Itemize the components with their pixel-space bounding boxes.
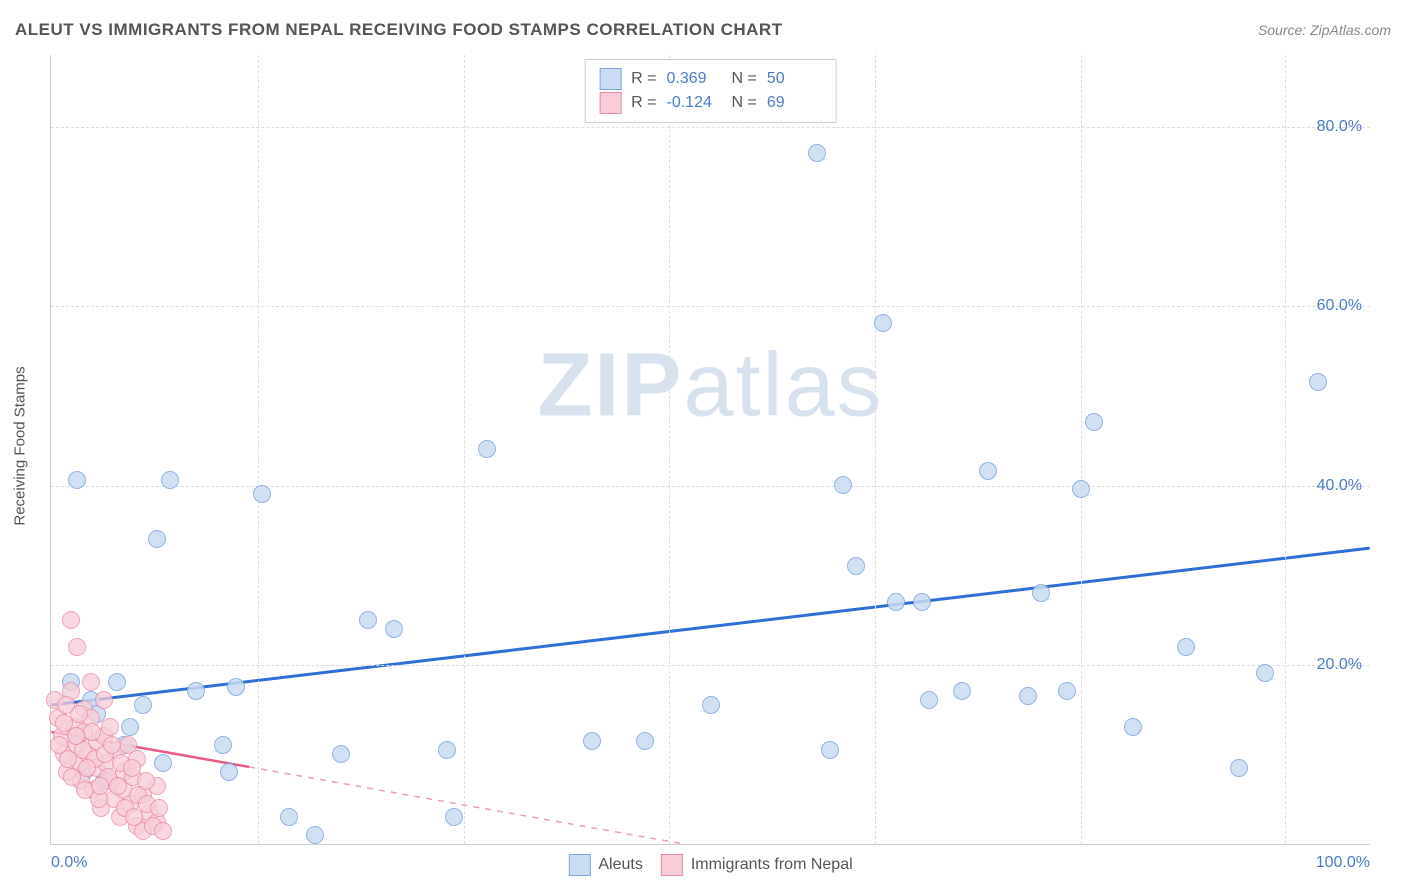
data-point [874,314,892,332]
gridline-v [669,55,670,844]
gridline-h [51,306,1370,307]
y-tick-label: 20.0% [1317,656,1362,674]
data-point [227,678,245,696]
data-point [1124,718,1142,736]
legend-item-nepal: Immigrants from Nepal [661,854,853,876]
y-axis-label: Receiving Food Stamps [12,366,29,525]
x-tick-label: 0.0% [51,854,87,872]
series-legend: Aleuts Immigrants from Nepal [568,854,852,876]
data-point [95,691,113,709]
data-point [103,736,121,754]
gridline-v [1285,55,1286,844]
data-point [280,808,298,826]
swatch-pink [599,92,621,114]
x-tick-label: 100.0% [1316,854,1370,872]
y-tick-label: 60.0% [1317,297,1362,315]
data-point [148,530,166,548]
data-point [125,808,143,826]
data-point [137,772,155,790]
data-point [108,673,126,691]
data-point [134,696,152,714]
data-point [57,696,75,714]
data-point [109,777,127,795]
gridline-h [51,486,1370,487]
gridline-v [875,55,876,844]
data-point [67,727,85,745]
gridline-v [1081,55,1082,844]
chart-source: Source: ZipAtlas.com [1258,22,1391,38]
data-point [123,759,141,777]
gridline-v [464,55,465,844]
data-point [920,691,938,709]
stats-row-2: R = -0.124 N = 69 [599,92,822,114]
data-point [154,754,172,772]
data-point [306,826,324,844]
data-point [1177,638,1195,656]
gridline-v [258,55,259,844]
data-point [979,462,997,480]
data-point [359,611,377,629]
gridline-h [51,665,1370,666]
data-point [821,741,839,759]
data-point [1256,664,1274,682]
data-point [385,620,403,638]
data-point [214,736,232,754]
chart-title: ALEUT VS IMMIGRANTS FROM NEPAL RECEIVING… [15,20,783,40]
stats-row-1: R = 0.369 N = 50 [599,68,822,90]
swatch-blue [568,854,590,876]
data-point [1019,687,1037,705]
data-point [253,485,271,503]
y-tick-label: 80.0% [1317,118,1362,136]
data-point [445,808,463,826]
data-point [101,718,119,736]
data-point [887,593,905,611]
data-point [1085,413,1103,431]
plot-area: ZIPatlas R = 0.369 N = 50 R = -0.124 N =… [50,55,1370,845]
data-point [1032,584,1050,602]
data-point [332,745,350,763]
swatch-pink [661,854,683,876]
data-point [1072,480,1090,498]
data-point [78,759,96,777]
data-point [636,732,654,750]
data-point [68,638,86,656]
data-point [583,732,601,750]
data-point [82,673,100,691]
data-point [62,611,80,629]
legend-item-aleuts: Aleuts [568,854,642,876]
data-point [478,440,496,458]
data-point [121,718,139,736]
stats-legend: R = 0.369 N = 50 R = -0.124 N = 69 [584,59,837,123]
data-point [1309,373,1327,391]
data-point [68,471,86,489]
y-tick-label: 40.0% [1317,477,1362,495]
data-point [91,777,109,795]
watermark: ZIPatlas [537,335,883,438]
regression-lines [51,55,1370,844]
swatch-blue [599,68,621,90]
data-point [150,799,168,817]
data-point [1058,682,1076,700]
chart-header: ALEUT VS IMMIGRANTS FROM NEPAL RECEIVING… [15,20,1391,40]
data-point [220,763,238,781]
data-point [1230,759,1248,777]
data-point [913,593,931,611]
gridline-h [51,127,1370,128]
data-point [161,471,179,489]
data-point [953,682,971,700]
data-point [808,144,826,162]
data-point [154,822,172,840]
data-point [834,476,852,494]
data-point [187,682,205,700]
data-point [702,696,720,714]
data-point [847,557,865,575]
data-point [438,741,456,759]
data-point [83,723,101,741]
